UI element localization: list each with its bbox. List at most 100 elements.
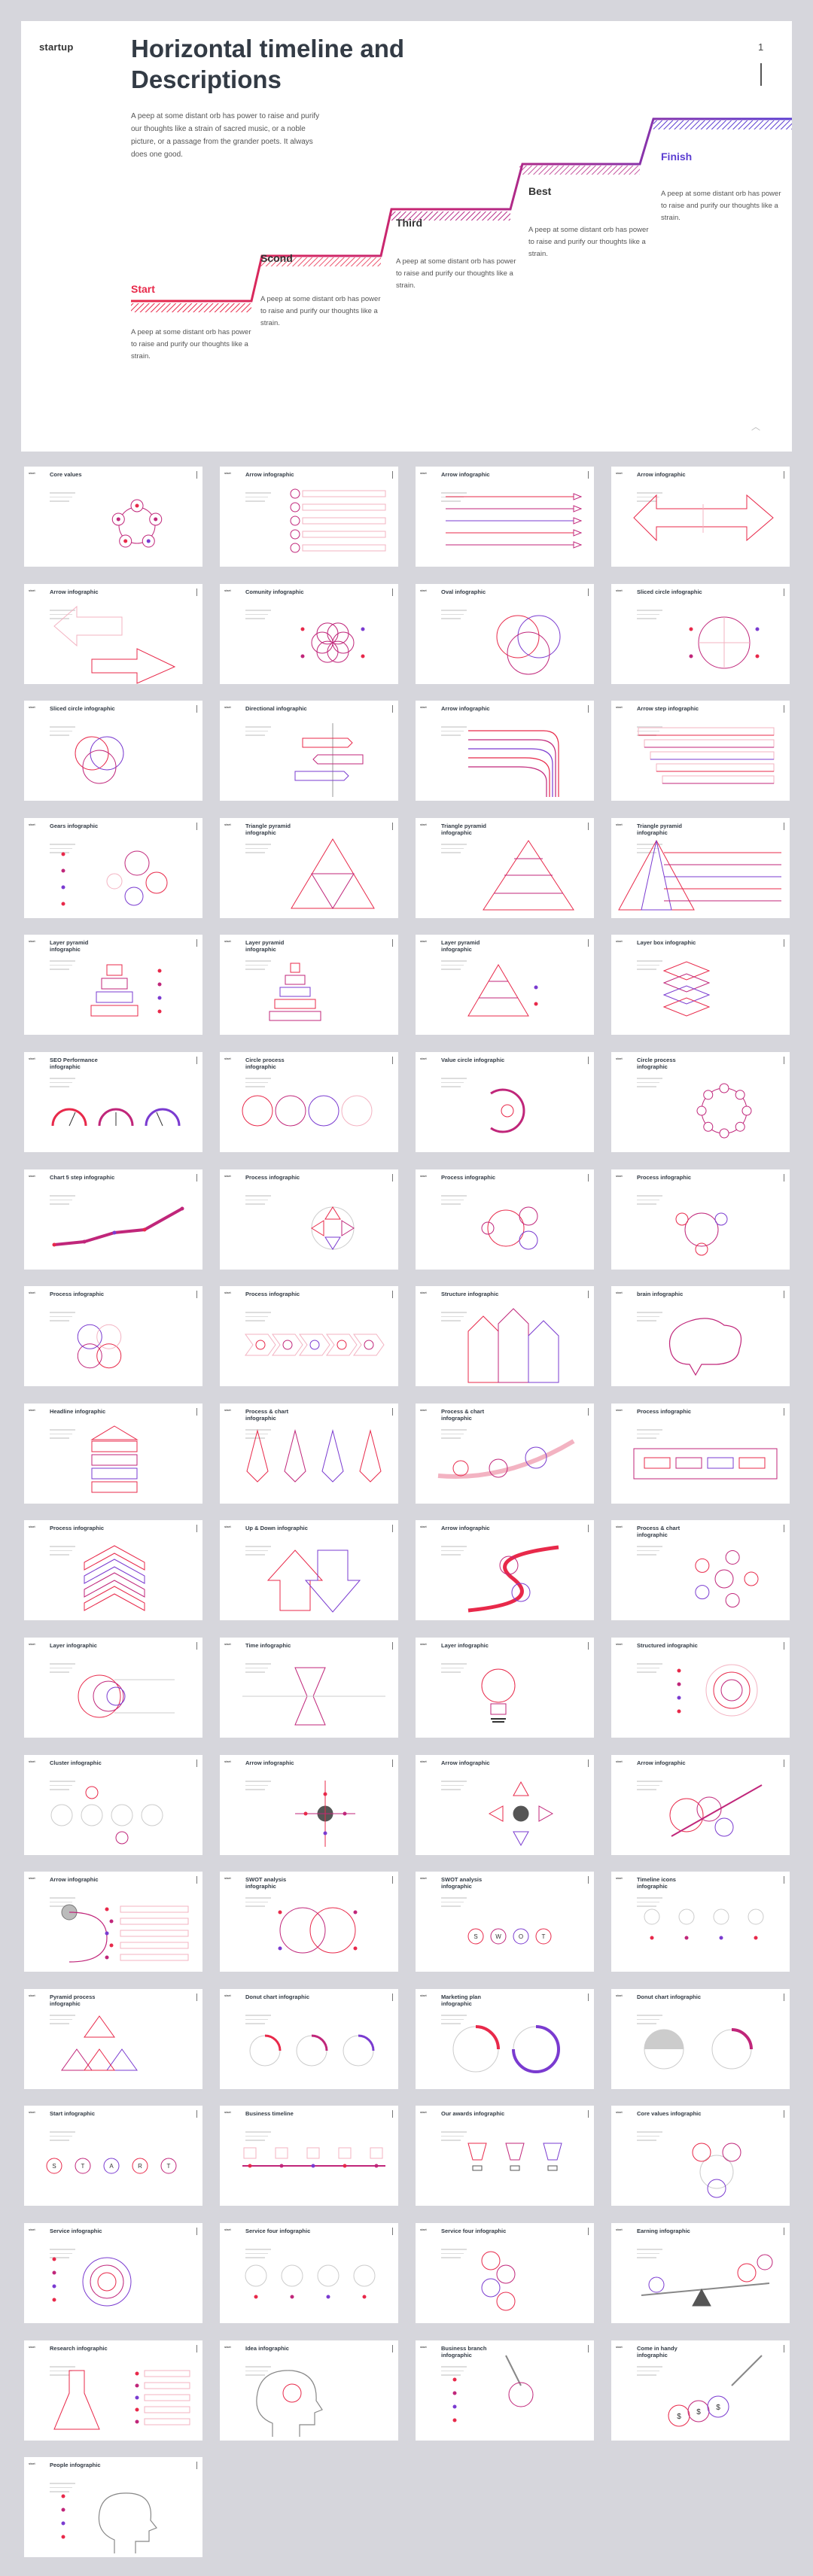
slide-thumbnail[interactable]: start Triangle pyramid infographic (611, 818, 790, 918)
slide-thumbnail[interactable]: start Arrow infographic (416, 1755, 594, 1855)
thumbnail-title: Arrow infographic (441, 471, 490, 478)
slide-thumbnail[interactable]: start Circle process infographic (220, 1052, 398, 1152)
slide-thumbnail[interactable]: start Earning infographic (611, 2223, 790, 2323)
slide-thumbnail[interactable]: start Value circle infographic (416, 1052, 594, 1152)
slide-thumbnail[interactable]: start Timeline icons infographic (611, 1872, 790, 1972)
slide-thumbnail[interactable]: start Research infographic (24, 2340, 202, 2441)
thumbnail-title: Value circle infographic (441, 1057, 505, 1063)
slide-thumbnail[interactable]: start Sliced circle infographic (24, 701, 202, 801)
slide-thumbnail[interactable]: start Arrow infographic (611, 467, 790, 567)
page-divider (196, 2110, 197, 2118)
slide-thumbnail[interactable]: start Headline infographic (24, 1404, 202, 1504)
thumbnail-title: Process infographic (245, 1174, 300, 1181)
slide-thumbnail[interactable]: start Time infographic (220, 1638, 398, 1738)
slide-thumbnail[interactable]: start Donut chart infographic (220, 1989, 398, 2089)
tri4-graphic (291, 838, 375, 909)
slide-thumbnail[interactable]: start Layer infographic (416, 1638, 594, 1738)
tripyr-graphic (61, 2015, 138, 2071)
slide-thumbnail[interactable]: start Arrow infographic (416, 701, 594, 801)
slide-thumbnail[interactable]: start brain infographic (611, 1286, 790, 1386)
slide-thumbnail[interactable]: start Service four infographic (220, 2223, 398, 2323)
slide-thumbnail[interactable]: start SWOT analysis infographic (220, 1872, 398, 1972)
slide-thumbnail[interactable]: start Arrow infographic (220, 1755, 398, 1855)
slide-thumbnail[interactable]: start Arrow infographic (24, 584, 202, 684)
slide-thumbnail[interactable]: start Up & Down infographic (220, 1520, 398, 1620)
slide-thumbnail[interactable]: start Layer pyramid infographic (24, 935, 202, 1035)
stackhouse-graphic (90, 1425, 139, 1493)
page-divider (392, 2110, 393, 2118)
slide-thumbnail[interactable]: start Layer pyramid infographic (416, 935, 594, 1035)
slide-thumbnail[interactable]: start Gears infographic (24, 818, 202, 918)
slide-thumbnail[interactable]: start Arrow step infographic (611, 701, 790, 801)
slide-thumbnail[interactable]: start Come in handy infographic $ $ $ (611, 2340, 790, 2441)
thumbnail-description-placeholder (245, 1546, 271, 1559)
slide-thumbnail[interactable]: start Process infographic (220, 1286, 398, 1386)
brand-logo: startup (39, 41, 74, 53)
thumbnail-logo: start (29, 471, 35, 475)
slide-thumbnail[interactable]: start Idea infographic (220, 2340, 398, 2441)
thumbnail-logo: start (420, 471, 427, 475)
slide-thumbnail[interactable]: start People infographic (24, 2457, 202, 2557)
slide-thumbnail[interactable]: start Marketing plan infographic (416, 1989, 594, 2089)
page-divider (196, 1057, 197, 1064)
slide-thumbnail[interactable]: start Arrow infographic (416, 467, 594, 567)
slide-thumbnail[interactable]: start Sliced circle infographic (611, 584, 790, 684)
thumbnail-title: Layer pyramid infographic (50, 939, 89, 953)
slide-thumbnail[interactable]: start SWOT analysis infographic S W O T (416, 1872, 594, 1972)
slide-thumbnail[interactable]: start Cluster infographic (24, 1755, 202, 1855)
slide-thumbnail[interactable]: start Comunity infographic (220, 584, 398, 684)
thumbnail-description-placeholder (637, 960, 662, 973)
slide-thumbnail[interactable]: start Business timeline (220, 2106, 398, 2206)
slide-thumbnail[interactable]: start SEO Performance infographic (24, 1052, 202, 1152)
slide-thumbnail[interactable]: start Process infographic (24, 1520, 202, 1620)
thumbnail-logo: start (29, 1994, 35, 1997)
slide-thumbnail[interactable]: start Arrow infographic (611, 1755, 790, 1855)
slide-thumbnail[interactable]: start Business branch infographic (416, 2340, 594, 2441)
slide-thumbnail[interactable]: start Process infographic (220, 1169, 398, 1270)
slide-thumbnail[interactable]: start Layer pyramid infographic (220, 935, 398, 1035)
thumbnail-logo: start (224, 823, 231, 826)
thumbnail-description-placeholder (637, 2131, 662, 2144)
page-divider (392, 823, 393, 830)
thumbnail-description-placeholder (50, 960, 75, 973)
hero-slide[interactable]: startup Horizontal timeline and Descript… (21, 21, 792, 452)
slide-thumbnail[interactable]: start Start infographic S T A R T (24, 2106, 202, 2206)
thumbnail-title: Process infographic (637, 1408, 692, 1415)
slide-thumbnail[interactable]: start Process infographic (611, 1404, 790, 1504)
slide-thumbnail[interactable]: start Triangle pyramid infographic (416, 818, 594, 918)
slide-thumbnail[interactable]: start Service infographic (24, 2223, 202, 2323)
thumbnail-logo: start (420, 705, 427, 709)
slide-thumbnail[interactable]: start Structured infographic (611, 1638, 790, 1738)
slide-thumbnail[interactable]: start Triangle pyramid infographic (220, 818, 398, 918)
thumbnail-logo: start (224, 1759, 231, 1763)
slide-thumbnail[interactable]: start Layer box infographic (611, 935, 790, 1035)
slide-thumbnail[interactable]: start Core values (24, 467, 202, 567)
slide-thumbnail[interactable]: start Layer infographic (24, 1638, 202, 1738)
slide-thumbnail[interactable]: start Arrow infographic (416, 1520, 594, 1620)
slide-thumbnail[interactable]: start Process & chart infographic (611, 1520, 790, 1620)
thumbnail-logo: start (29, 2345, 35, 2349)
slide-thumbnail[interactable]: start Process infographic (24, 1286, 202, 1386)
slide-thumbnail[interactable]: start Arrow infographic (24, 1872, 202, 1972)
slide-thumbnail[interactable]: start Chart 5 step infographic (24, 1169, 202, 1270)
page-number: 1 (758, 41, 764, 53)
thumbnail-description-placeholder (441, 1663, 467, 1676)
slide-thumbnail[interactable]: start Our awards infographic (416, 2106, 594, 2206)
slide-thumbnail[interactable]: start Pyramid process infographic (24, 1989, 202, 2089)
pill-graphic (633, 1448, 778, 1480)
slide-thumbnail[interactable]: start Structure infographic (416, 1286, 594, 1386)
slide-thumbnail[interactable]: start Donut chart infographic (611, 1989, 790, 2089)
slide-thumbnail[interactable]: start Process & chart infographic (416, 1404, 594, 1504)
slide-thumbnail[interactable]: start Core values infographic (611, 2106, 790, 2206)
thumbnail-title: Service four infographic (245, 2228, 311, 2234)
slide-thumbnail[interactable]: start Process infographic (611, 1169, 790, 1270)
slide-thumbnail[interactable]: start Arrow infographic (220, 467, 398, 567)
slide-thumbnail[interactable]: start Service four infographic (416, 2223, 594, 2323)
slide-thumbnail[interactable]: start Process infographic (416, 1169, 594, 1270)
slide-thumbnail[interactable]: start Circle process infographic (611, 1052, 790, 1152)
thumbnail-title: Process infographic (245, 1291, 300, 1297)
slide-thumbnail[interactable]: start Oval infographic (416, 584, 594, 684)
slide-thumbnail[interactable]: start Process & chart infographic (220, 1404, 398, 1504)
slide-thumbnail[interactable]: start Directional infographic (220, 701, 398, 801)
